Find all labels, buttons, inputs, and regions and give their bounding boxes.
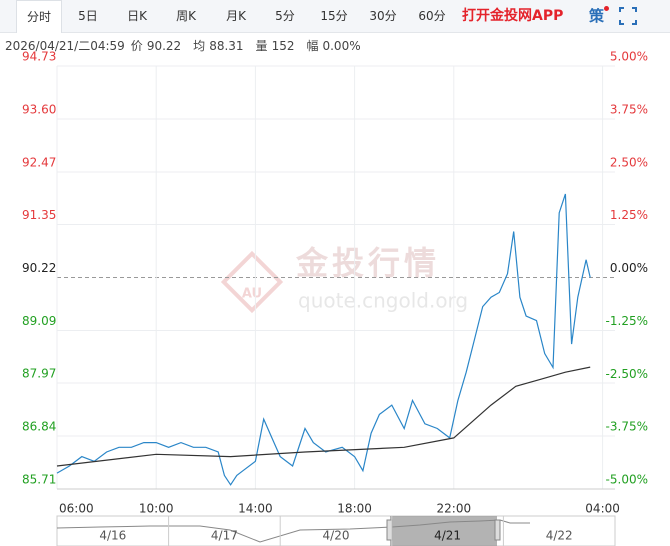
y2-tick-label: 2.50% bbox=[610, 155, 648, 169]
app-link[interactable]: 打开金投网APP bbox=[462, 8, 564, 24]
tab[interactable]: 分时 bbox=[16, 0, 62, 33]
navigator-label: 4/22 bbox=[546, 529, 573, 543]
info-item: 价 90.22 bbox=[131, 39, 187, 53]
info-item: 均 88.31 bbox=[193, 39, 249, 53]
info-line: 2026/04/21/二04:59 价 90.22 均 88.31 量 152 幅 0.00% bbox=[5, 37, 373, 54]
x-tick-label: 18:00 bbox=[337, 502, 372, 516]
price-line bbox=[56, 193, 591, 486]
time: 2026/04/21/二04:59 bbox=[5, 39, 125, 53]
tab-bar: 分时 5日 日K 周K 月K 5分 15分 30分 60分 bbox=[0, 0, 670, 33]
watermark-logo: AU bbox=[242, 287, 262, 302]
navigator-label: 4/17 bbox=[211, 529, 238, 543]
y-tick-label: 93.60 bbox=[22, 102, 56, 116]
info-item: 幅 0.00% bbox=[306, 39, 366, 53]
navigator-label: 4/20 bbox=[323, 529, 350, 543]
info-label: 均 bbox=[193, 39, 206, 53]
y-tick-label: 92.47 bbox=[22, 155, 56, 169]
info-label: 价 bbox=[130, 39, 143, 53]
watermark: AU 金投行情 quote.cngold.org bbox=[220, 244, 468, 314]
watermark-url: quote.cngold.org bbox=[298, 289, 468, 313]
y2-tick-label: 3.75% bbox=[610, 102, 648, 116]
x-tick-label: 22:00 bbox=[437, 502, 472, 516]
strategy-button[interactable]: 策 bbox=[589, 7, 605, 25]
info-value: 152 bbox=[271, 39, 295, 53]
y2-tick-label: 1.25% bbox=[610, 208, 648, 222]
info-item: 量 152 bbox=[256, 39, 301, 53]
tab[interactable]: 5分 bbox=[275, 9, 295, 23]
tab[interactable]: 60分 bbox=[418, 9, 446, 23]
y2-tick-label: -2.50% bbox=[606, 367, 648, 381]
x-tick-label: 10:00 bbox=[139, 502, 174, 516]
y-tick-label: 90.22 bbox=[22, 261, 56, 275]
x-tick-label: 06:00 bbox=[59, 502, 94, 516]
y2-tick-label: 0.00% bbox=[610, 261, 648, 275]
tab[interactable]: 周K bbox=[176, 9, 196, 23]
axes: 94.73 93.60 92.47 91.35 90.22 89.09 87.97 86.84… bbox=[22, 50, 648, 516]
y-tick-label: 85.71 bbox=[22, 473, 56, 487]
tab[interactable]: 5日 bbox=[78, 9, 98, 23]
x-tick-label: 04:00 bbox=[585, 502, 620, 516]
tab[interactable]: 30分 bbox=[369, 9, 397, 23]
y2-tick-label: -3.75% bbox=[606, 420, 648, 434]
badge bbox=[604, 6, 609, 11]
watermark-title: 金投行情 bbox=[295, 244, 440, 282]
info-value: 88.31 bbox=[209, 39, 244, 53]
info-value: 90.22 bbox=[146, 39, 182, 53]
y2-tick-label: 5.00% bbox=[610, 50, 648, 64]
y2-tick-label: -1.25% bbox=[606, 314, 648, 328]
fullscreen-icon[interactable] bbox=[619, 7, 637, 25]
navigator bbox=[56, 515, 616, 546]
navigator-label: 4/16 bbox=[99, 529, 126, 543]
x-tick-label: 14:00 bbox=[238, 502, 273, 516]
y-tick-label: 91.35 bbox=[22, 208, 56, 222]
tab[interactable]: 15分 bbox=[320, 9, 348, 23]
y2-tick-label: -5.00% bbox=[606, 473, 648, 487]
y-tick-label: 87.97 bbox=[22, 367, 56, 381]
info-label: 幅 bbox=[306, 39, 319, 53]
navigator-label: 4/21 bbox=[434, 529, 461, 543]
average-line bbox=[56, 366, 591, 467]
info-value: 0.00% bbox=[322, 39, 361, 53]
y-tick-label: 86.84 bbox=[22, 420, 56, 434]
tab[interactable]: 日K bbox=[127, 9, 147, 23]
y-tick-label: 94.73 bbox=[22, 50, 56, 64]
y-tick-label: 89.09 bbox=[22, 314, 56, 328]
info-label: 量 bbox=[255, 39, 268, 53]
tab[interactable]: 月K bbox=[226, 9, 246, 23]
